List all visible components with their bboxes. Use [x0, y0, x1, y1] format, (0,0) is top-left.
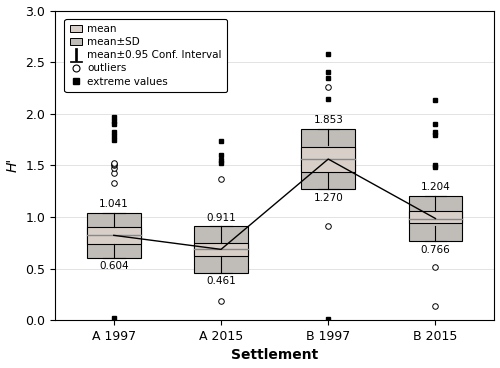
- Text: 0.604: 0.604: [99, 261, 128, 272]
- Text: 0.911: 0.911: [206, 213, 236, 223]
- Text: 1.204: 1.204: [420, 182, 450, 192]
- FancyBboxPatch shape: [194, 243, 248, 256]
- Legend: mean, mean±SD, mean±0.95 Conf. Interval, outliers, extreme values: mean, mean±SD, mean±0.95 Conf. Interval,…: [64, 19, 227, 92]
- FancyBboxPatch shape: [302, 147, 355, 171]
- FancyBboxPatch shape: [87, 213, 141, 258]
- FancyBboxPatch shape: [87, 227, 141, 244]
- Text: 1.270: 1.270: [314, 193, 343, 203]
- X-axis label: Settlement: Settlement: [231, 348, 318, 362]
- Y-axis label: H': H': [6, 158, 20, 173]
- FancyBboxPatch shape: [302, 129, 355, 189]
- Text: 1.853: 1.853: [314, 115, 343, 125]
- Text: 0.766: 0.766: [420, 245, 450, 255]
- FancyBboxPatch shape: [408, 196, 463, 241]
- Text: 0.461: 0.461: [206, 276, 236, 286]
- FancyBboxPatch shape: [408, 211, 463, 223]
- Text: 1.041: 1.041: [99, 199, 128, 209]
- FancyBboxPatch shape: [194, 226, 248, 273]
